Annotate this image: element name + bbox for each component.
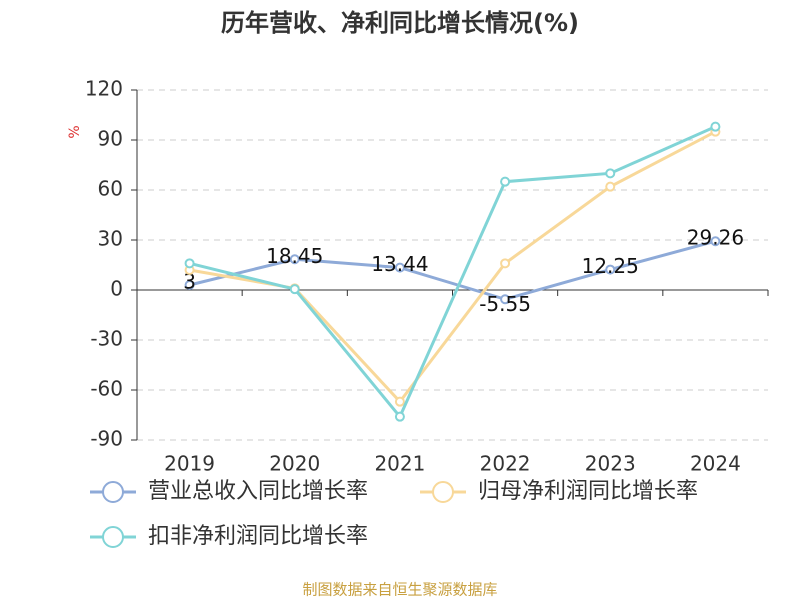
data-point [289, 284, 300, 295]
y-tick-label: 30 [98, 227, 123, 251]
data-point [710, 236, 721, 247]
x-tick-label: 2020 [269, 452, 320, 476]
data-point [184, 258, 195, 269]
series-line [189, 125, 717, 420]
y-tick-label: 60 [98, 177, 123, 201]
y-axis-label: % [67, 125, 83, 138]
legend-symbol [102, 526, 124, 548]
y-tick-label: 120 [85, 77, 123, 101]
data-point [710, 121, 721, 132]
data-label: 12.25 [582, 254, 639, 278]
data-label: 29.26 [687, 226, 744, 250]
data-point [500, 258, 511, 269]
y-tick-label: -30 [90, 327, 123, 351]
data-point [184, 280, 195, 290]
source-note: 制图数据来自恒生聚源数据库 [302, 581, 497, 599]
data-point [394, 262, 405, 273]
y-tick-label: 0 [110, 277, 123, 301]
data-label: 13.44 [371, 252, 428, 276]
data-point [394, 396, 405, 407]
y-tick-label: -90 [90, 427, 123, 451]
legend-label: 扣非净利润同比增长率 [148, 524, 368, 549]
series-line [189, 239, 716, 301]
x-tick-label: 2019 [164, 452, 215, 476]
data-point [605, 264, 616, 275]
data-point [605, 168, 616, 179]
legend-symbol [432, 481, 454, 503]
y-tick-label: -60 [90, 377, 123, 401]
x-tick-label: 2024 [690, 452, 741, 476]
chart-title: 历年营收、净利同比增长情况(%) [221, 9, 579, 37]
data-point [289, 254, 300, 265]
legend-label: 归母净利润同比增长率 [478, 479, 698, 504]
x-tick-label: 2022 [480, 452, 531, 476]
data-point [500, 176, 511, 187]
y-tick-label: 90 [98, 127, 123, 151]
data-point [500, 294, 511, 305]
legend-label: 营业总收入同比增长率 [148, 479, 368, 504]
x-tick-label: 2023 [585, 452, 636, 476]
data-label: 18.45 [266, 244, 323, 268]
data-label: -5.55 [479, 292, 531, 316]
data-point [605, 181, 616, 192]
x-tick-label: 2021 [374, 452, 425, 476]
legend-symbol [102, 481, 124, 503]
data-label: 3 [183, 270, 196, 294]
data-point [394, 411, 405, 422]
